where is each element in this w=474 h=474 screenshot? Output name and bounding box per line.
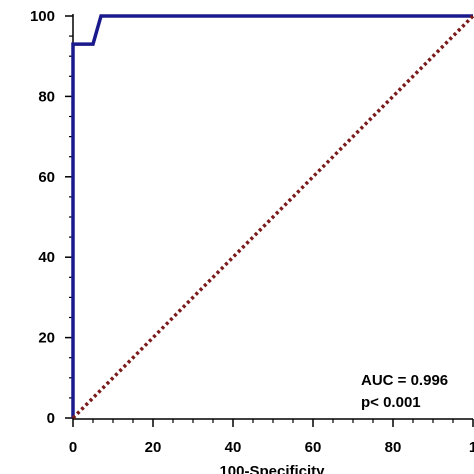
x-tick-label: 0	[69, 439, 77, 456]
y-tick-label: 0	[47, 410, 55, 427]
x-tick-label: 80	[385, 439, 402, 456]
ticks: 0 20 40 60 80 100 0 20 40 60 80 1	[30, 8, 474, 456]
x-tick-label: 1	[469, 439, 474, 456]
y-tick-label: 60	[38, 169, 55, 186]
y-tick-label: 100	[30, 8, 55, 25]
p-value-annotation: p< 0.001	[361, 394, 421, 411]
series	[71, 14, 474, 420]
x-tick-label: 20	[145, 439, 162, 456]
auc-annotation: AUC = 0.996	[361, 372, 448, 389]
x-axis-title: 100-Specificity	[219, 463, 325, 474]
y-tick-label: 40	[38, 249, 55, 266]
y-tick-label: 20	[38, 330, 55, 347]
roc-curve-line	[71, 14, 473, 418]
reference-diagonal-line	[71, 14, 474, 420]
x-tick-label: 60	[305, 439, 322, 456]
x-tick-label: 40	[225, 439, 242, 456]
y-tick-label: 80	[38, 88, 55, 105]
